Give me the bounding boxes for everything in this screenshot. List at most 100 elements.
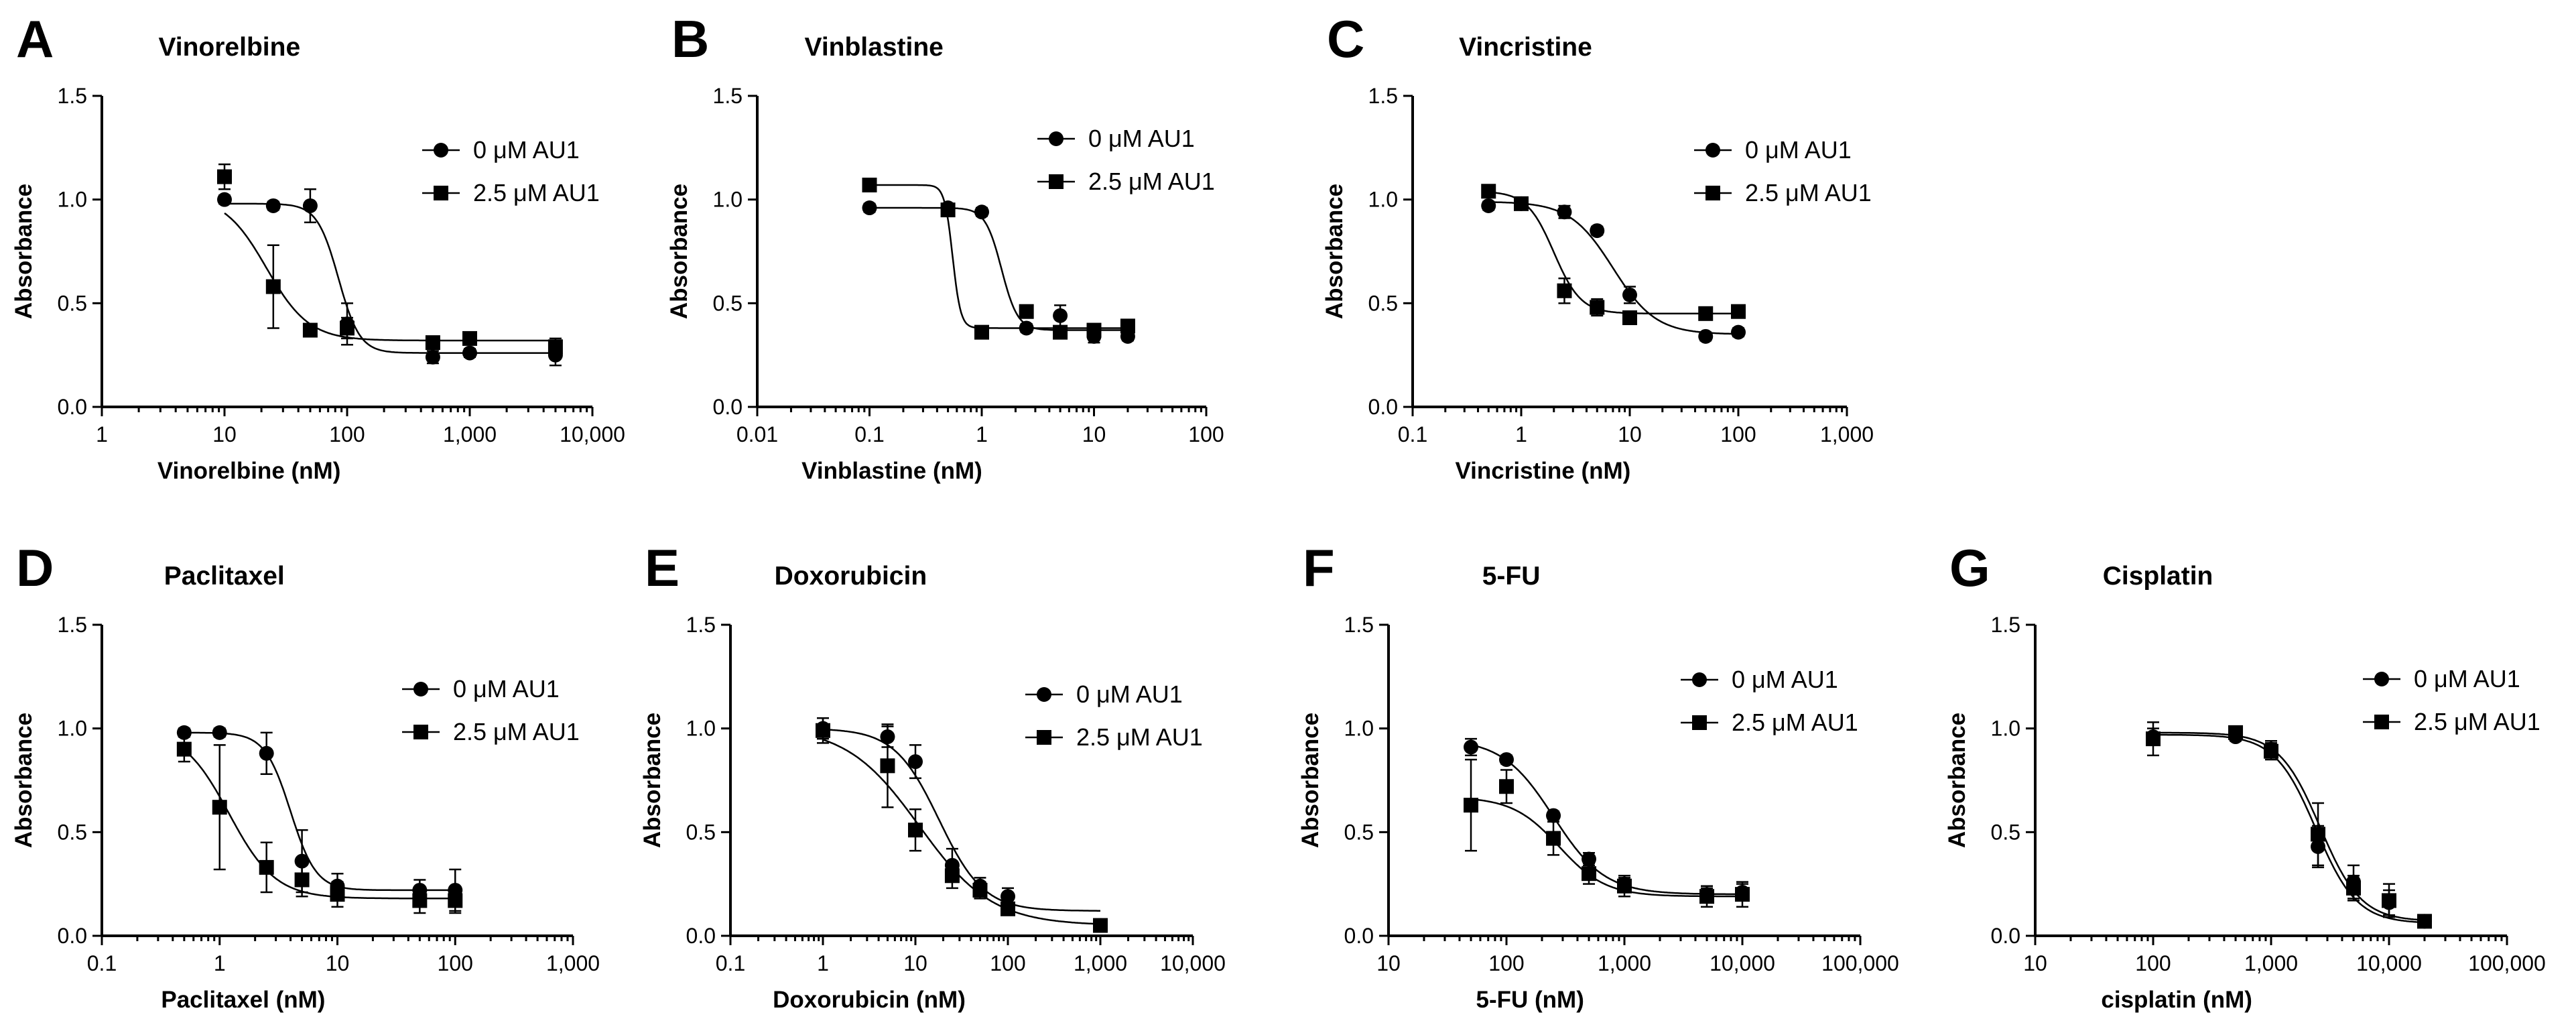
data-point bbox=[425, 349, 440, 365]
y-tick-label: 0.0 bbox=[58, 395, 87, 419]
legend-marker-square bbox=[2374, 715, 2389, 729]
data-point bbox=[217, 192, 232, 207]
data-point bbox=[1481, 198, 1496, 213]
x-tick-label: 100 bbox=[1720, 422, 1756, 446]
data-point bbox=[940, 202, 956, 218]
data-point bbox=[1053, 324, 1068, 340]
x-tick-label: 1 bbox=[976, 422, 988, 446]
data-point bbox=[1001, 889, 1015, 904]
data-point bbox=[1557, 283, 1572, 298]
x-tick-label: 100 bbox=[2135, 951, 2171, 975]
x-tick-label: 10 bbox=[903, 951, 927, 975]
data-point bbox=[2311, 827, 2326, 842]
x-tick-label: 10,000 bbox=[2356, 951, 2422, 975]
fit-curve bbox=[1470, 743, 1742, 896]
data-point bbox=[816, 723, 830, 738]
y-axis-label: Absorbance bbox=[11, 713, 37, 848]
x-tick-label: 100 bbox=[438, 951, 473, 975]
data-point bbox=[974, 324, 989, 340]
x-tick-label: 10 bbox=[1618, 422, 1642, 446]
y-tick-label: 1.5 bbox=[58, 613, 87, 637]
x-tick-label: 0.1 bbox=[854, 422, 884, 446]
series-square bbox=[1481, 184, 1746, 325]
y-tick-label: 1.0 bbox=[58, 188, 87, 212]
legend-label: 0 μM AU1 bbox=[473, 136, 580, 164]
data-point bbox=[548, 339, 563, 355]
legend-marker-circle bbox=[434, 143, 448, 158]
data-point bbox=[2346, 880, 2362, 896]
data-point bbox=[294, 872, 310, 888]
y-tick-label: 0.0 bbox=[1991, 924, 2020, 948]
x-axis-label: Vinblastine (nM) bbox=[801, 458, 982, 484]
data-point bbox=[1019, 304, 1034, 319]
y-tick-label: 0.5 bbox=[686, 820, 716, 844]
panel-b: B Vinblastine 0.0 0.5 1.0 1.5 0.01 0.1 1 10 100 Vin… bbox=[666, 9, 1224, 484]
legend-label: 2.5 μM AU1 bbox=[1088, 168, 1215, 195]
panel-title: Cisplatin bbox=[2103, 562, 2213, 591]
data-point bbox=[1731, 304, 1746, 319]
x-tick-label: 0.1 bbox=[1398, 422, 1427, 446]
data-point bbox=[1622, 287, 1637, 302]
series-square bbox=[862, 178, 1135, 340]
panel-letter: F bbox=[1303, 538, 1335, 597]
fit-curve bbox=[869, 184, 1128, 329]
legend-marker-circle bbox=[2374, 672, 2389, 686]
y-tick-label: 1.5 bbox=[686, 613, 716, 637]
panel-title: Paclitaxel bbox=[164, 562, 285, 591]
x-axis-label: Paclitaxel (nM) bbox=[161, 987, 325, 1013]
data-point bbox=[1698, 328, 1714, 344]
x-tick-label: 100 bbox=[1488, 951, 1524, 975]
x-tick-label: 10,000 bbox=[1160, 951, 1226, 975]
legend-marker-square bbox=[1037, 730, 1051, 745]
legend-label: 2.5 μM AU1 bbox=[2414, 708, 2540, 735]
x-tick-label: 100 bbox=[329, 422, 365, 446]
legend-marker-circle bbox=[1692, 672, 1707, 687]
data-point bbox=[1699, 889, 1715, 904]
data-point bbox=[265, 279, 281, 294]
x-tick-label: 10,000 bbox=[560, 422, 625, 446]
legend-label: 0 μM AU1 bbox=[2414, 665, 2520, 692]
x-tick-label: 1 bbox=[214, 951, 226, 975]
data-point bbox=[1481, 184, 1496, 199]
data-point bbox=[259, 745, 274, 761]
y-axis-label: Absorbance bbox=[1322, 184, 1348, 319]
series-circle bbox=[1481, 196, 1746, 344]
x-tick-label: 10 bbox=[1082, 422, 1106, 446]
panel-title: Vinorelbine bbox=[158, 33, 300, 62]
x-axis-label: Doxorubicin (nM) bbox=[773, 987, 966, 1013]
legend-marker-circle bbox=[1049, 131, 1064, 146]
data-point bbox=[2382, 893, 2396, 908]
legend-marker-circle bbox=[413, 682, 428, 696]
data-point bbox=[412, 893, 428, 908]
fit-curve bbox=[2152, 733, 2425, 924]
panel-d: D Paclitaxel 0.0 0.5 1.0 1.5 0.1 1 10 100 1,000 Pac… bbox=[11, 538, 600, 1013]
legend-marker-square bbox=[434, 186, 448, 200]
panel-letter: B bbox=[671, 9, 709, 68]
data-point bbox=[1001, 901, 1015, 916]
legend-label: 0 μM AU1 bbox=[1732, 666, 1838, 693]
fit-curve bbox=[224, 202, 556, 354]
series-circle bbox=[1464, 737, 1750, 902]
data-point bbox=[1120, 318, 1135, 334]
y-tick-label: 1.5 bbox=[1368, 84, 1398, 108]
data-point bbox=[908, 823, 923, 838]
panel-letter: G bbox=[1949, 538, 1990, 597]
data-point bbox=[1093, 918, 1108, 933]
data-point bbox=[217, 169, 232, 184]
panel-letter: A bbox=[16, 9, 54, 68]
legend-marker-square bbox=[413, 725, 428, 739]
panel-a: A Vinorelbine 0.0 0.5 1.0 1.5 1 10 100 1,000 10,00… bbox=[11, 9, 625, 484]
panel-e: E Doxorubicin 0.0 0.5 1.0 1.5 0.1 1 10 100 1,000 10… bbox=[639, 538, 1226, 1013]
data-point bbox=[908, 754, 923, 770]
data-point bbox=[265, 198, 281, 213]
fit-curve bbox=[1488, 191, 1738, 315]
panel-title: Doxorubicin bbox=[775, 562, 927, 591]
y-tick-label: 1.5 bbox=[1991, 613, 2020, 637]
fit-curve bbox=[1488, 201, 1739, 335]
x-tick-label: 1 bbox=[817, 951, 829, 975]
x-tick-label: 1,000 bbox=[1598, 951, 1651, 975]
y-tick-label: 1.0 bbox=[686, 717, 716, 741]
legend-label: 2.5 μM AU1 bbox=[1076, 723, 1203, 751]
legend-label: 2.5 μM AU1 bbox=[1745, 179, 1872, 206]
fit-curve bbox=[822, 728, 1100, 912]
